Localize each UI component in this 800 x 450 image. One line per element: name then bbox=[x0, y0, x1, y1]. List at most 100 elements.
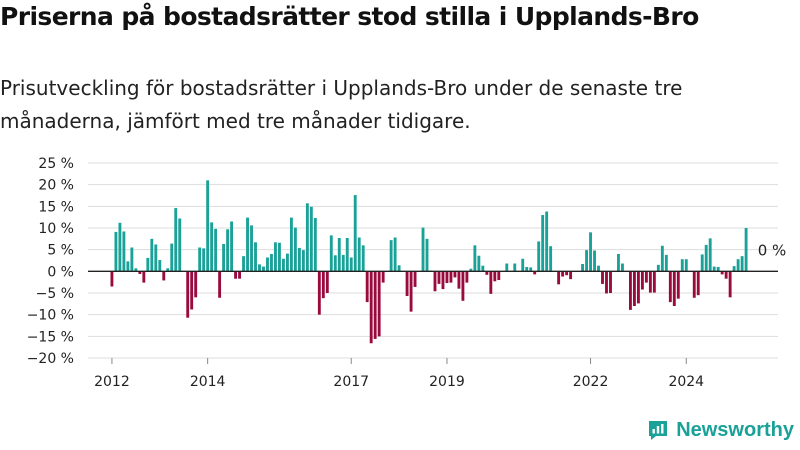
bar bbox=[210, 222, 214, 272]
bar bbox=[190, 271, 194, 310]
bar bbox=[465, 271, 469, 283]
bar bbox=[222, 244, 226, 272]
bar bbox=[696, 271, 700, 296]
bar bbox=[433, 271, 437, 292]
bar bbox=[644, 271, 648, 283]
bar bbox=[601, 271, 604, 284]
bar bbox=[142, 271, 146, 283]
bar bbox=[684, 259, 688, 272]
bar bbox=[449, 271, 453, 283]
bar bbox=[254, 242, 257, 272]
bar bbox=[341, 254, 345, 272]
bar bbox=[134, 268, 138, 272]
bar bbox=[293, 227, 297, 272]
bar bbox=[525, 267, 529, 272]
bar bbox=[609, 271, 612, 293]
y-tick-label: −20 % bbox=[27, 351, 74, 367]
bar bbox=[541, 215, 545, 272]
bar bbox=[409, 271, 413, 312]
bar bbox=[357, 237, 361, 272]
bar bbox=[309, 206, 313, 272]
bar bbox=[728, 271, 732, 298]
bar bbox=[617, 254, 620, 272]
bar bbox=[668, 271, 672, 303]
bar bbox=[565, 271, 569, 276]
bar bbox=[672, 271, 676, 306]
bar bbox=[477, 255, 481, 272]
bar bbox=[114, 231, 118, 272]
x-tick-label: 2014 bbox=[190, 374, 226, 390]
grid-lines bbox=[88, 162, 778, 359]
bar bbox=[708, 238, 712, 272]
bar bbox=[676, 271, 680, 299]
y-axis-labels: 25 % 20 % 15 % 10 % 5 % 0 % −5 % −10 % −15 % −20 … bbox=[27, 156, 74, 367]
bar bbox=[313, 218, 317, 272]
bar bbox=[393, 237, 397, 272]
bar-chart: 25 % 20 % 15 % 10 % 5 % 0 % −5 % −10 % −15 % −20 … bbox=[27, 156, 787, 390]
bar bbox=[246, 217, 249, 272]
bar bbox=[150, 238, 154, 272]
x-tick-label: 2017 bbox=[333, 374, 369, 390]
bar bbox=[473, 245, 477, 272]
bar bbox=[250, 225, 253, 272]
bar bbox=[521, 258, 525, 272]
bar bbox=[704, 244, 708, 272]
bar bbox=[202, 248, 206, 272]
bar bbox=[413, 271, 417, 287]
bar bbox=[345, 237, 349, 272]
bar bbox=[349, 257, 353, 272]
bar bbox=[194, 271, 198, 298]
bar bbox=[736, 259, 740, 272]
bar bbox=[138, 271, 142, 274]
brand-name: Newsworthy bbox=[676, 418, 794, 441]
bar bbox=[365, 271, 369, 303]
bar bbox=[234, 271, 238, 279]
bar bbox=[489, 271, 493, 294]
bar bbox=[597, 265, 600, 272]
bar bbox=[461, 271, 465, 301]
bar bbox=[333, 255, 337, 272]
bar bbox=[712, 266, 716, 272]
bar bbox=[660, 245, 664, 272]
bar bbox=[640, 271, 644, 290]
bar bbox=[493, 271, 497, 282]
latest-value-annotation: 0 % bbox=[758, 241, 787, 259]
bar bbox=[545, 211, 549, 272]
bar bbox=[337, 237, 341, 272]
bar bbox=[529, 267, 533, 272]
bar bbox=[481, 265, 485, 272]
bar bbox=[505, 263, 509, 272]
bar bbox=[632, 271, 636, 306]
bar bbox=[325, 271, 329, 293]
y-tick-label: 0 % bbox=[47, 264, 74, 280]
bar bbox=[166, 268, 170, 272]
bar bbox=[425, 238, 429, 272]
brand-logo: Newsworthy bbox=[646, 418, 794, 442]
bar bbox=[652, 271, 656, 293]
x-tick-label: 2012 bbox=[94, 374, 130, 390]
y-tick-label: 10 % bbox=[38, 221, 74, 237]
x-tick-label: 2019 bbox=[429, 374, 465, 390]
bar bbox=[716, 267, 720, 272]
bar bbox=[589, 232, 592, 272]
x-tick-label: 2022 bbox=[573, 374, 609, 390]
bar bbox=[238, 271, 241, 279]
bar bbox=[262, 266, 265, 272]
bar bbox=[533, 271, 537, 275]
bar bbox=[178, 218, 182, 272]
bar bbox=[664, 254, 668, 272]
bar bbox=[648, 271, 652, 293]
bar bbox=[258, 264, 261, 272]
bar bbox=[226, 229, 230, 272]
bar bbox=[557, 271, 561, 285]
bar bbox=[585, 250, 588, 272]
bar bbox=[186, 271, 190, 318]
bar bbox=[724, 271, 728, 279]
newsworthy-logo-icon bbox=[649, 421, 668, 440]
bar bbox=[198, 247, 202, 272]
bar bbox=[405, 271, 409, 297]
bar bbox=[162, 271, 166, 281]
bar bbox=[146, 257, 150, 272]
bar bbox=[126, 261, 130, 272]
bar bbox=[437, 271, 441, 284]
